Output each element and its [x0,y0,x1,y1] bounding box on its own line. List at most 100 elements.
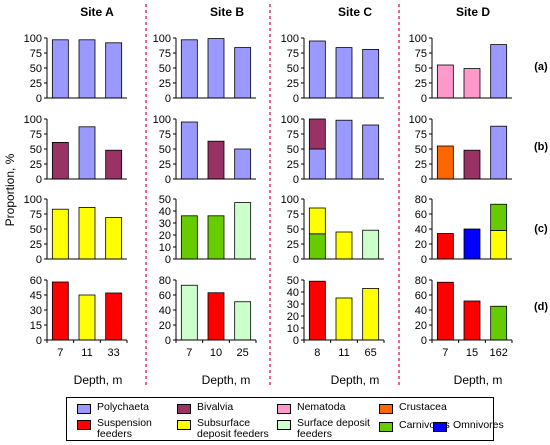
x-tick-label: 65 [365,347,377,359]
y-tick-label: 0 [421,335,427,347]
x-tick-label: 8 [314,347,320,359]
panel-site-a-row-d: 0 15 30 45 60 7 11 33 [30,275,128,359]
y-tick-label: 75 [287,129,299,141]
panel-site-b-row-a: 0 25 50 75 100 [153,33,256,105]
y-tick-label: 0 [165,174,171,186]
y-tick-label: 50 [159,194,171,206]
bar-subsurface-deposit-feeders [78,206,96,260]
y-tick-label: 40 [415,305,427,317]
y-tick-label: 25 [30,239,42,251]
y-tick-label: 25 [415,159,427,171]
y-tick-label: 0 [165,93,171,105]
y-tick-label: 50 [287,275,299,287]
y-tick-label: 0 [421,254,427,266]
y-tick-label: 80 [159,275,171,287]
y-tick-label: 50 [287,224,299,236]
site-title-b: Site B [210,5,244,19]
site-title-c: Site C [338,5,372,19]
bar-surface-deposit-feeders [180,284,198,341]
y-tick-label: 30 [287,299,299,311]
legend-label: Carnivores [399,419,450,431]
y-tick-label: 75 [415,129,427,141]
x-tick-label: 11 [338,347,349,359]
x-axis-labels: Depth, m Depth, m Depth, m Depth, m [74,373,503,387]
x-axis-label-b: Depth, m [202,373,251,387]
panel-site-d-row-d: 0 20 40 60 80 7 15 162 [415,275,513,359]
y-tick-label: 40 [287,287,299,299]
bar-suspension-feeders [308,280,326,341]
bar-suspension-feeders [207,292,225,341]
y-tick-label: 75 [30,129,42,141]
site-titles: Site A Site B Site C Site D [80,5,490,19]
row-label-c: (c) [534,223,548,235]
bar-surface-deposit-feeders [234,301,252,341]
site-title-a: Site A [80,5,114,19]
site-separators [145,4,400,388]
bar-polychaeta [78,126,96,180]
bar-bivalvia [207,140,225,180]
x-axis-label-c: Depth, m [331,373,380,387]
y-tick-label: 100 [281,33,299,45]
y-axis-label: Proportion, % [3,153,17,226]
y-tick-label: 25 [30,159,42,171]
y-tick-label: 20 [159,320,171,332]
y-tick-label: 30 [159,218,171,230]
y-tick-label: 100 [153,114,171,126]
y-tick-label: 75 [159,129,171,141]
legend-label: Suspension feeders [97,417,152,440]
y-tick-label: 50 [415,144,427,156]
legend-label: Nematoda [297,401,346,413]
bar-polychaeta [180,121,198,180]
y-tick-label: 25 [159,159,171,171]
panel-site-d-row-b: 0 25 50 75 100 [409,114,512,186]
y-tick-label: 60 [159,290,171,302]
y-tick-label: 75 [159,48,171,60]
y-tick-label: 100 [281,114,299,126]
legend-label: Subsurface deposit feeders [197,417,269,440]
y-tick-label: 100 [24,33,42,45]
bar-polychaeta [180,39,198,99]
bar-polychaeta [490,125,508,180]
y-tick-label: 50 [159,144,171,156]
bar-omnivores [463,228,481,260]
x-tick-label: 11 [81,347,92,359]
bar-subsurface-deposit-feeders [335,297,353,341]
y-tick-label: 60 [415,290,427,302]
bar-carnivores [490,203,508,231]
y-tick-label: 25 [30,78,42,90]
bar-subsurface-deposit-feeders [362,287,380,341]
bar-polychaeta [234,148,252,180]
y-tick-label: 45 [30,290,42,302]
legend-swatch [277,420,291,430]
y-tick-label: 75 [30,48,42,60]
y-tick-label: 20 [415,239,427,251]
row-labels: (a) (b) (c) (d) [534,61,548,313]
y-tick-label: 0 [36,254,42,266]
bar-polychaeta [51,39,69,99]
x-tick-label: 25 [237,347,249,359]
legend-swatch [77,420,91,430]
legend: Polychaeta Bivalvia Nematoda Crustacea S… [66,397,504,441]
panel-site-c-row-a: 0 25 50 75 100 [281,33,384,105]
x-tick-label: 7 [442,347,448,359]
legend-label: Omnivores [453,419,504,431]
chart-panels: 0255075100025507510002550751000255075100… [24,33,513,359]
bar-bivalvia [51,141,69,180]
y-tick-label: 0 [165,335,171,347]
panel-site-d-row-a: 0 25 50 75 100 [409,33,512,105]
y-tick-label: 50 [415,63,427,75]
legend-swatch [177,420,191,430]
bar-polychaeta [335,119,353,180]
y-tick-label: 0 [293,335,299,347]
x-tick-label: 10 [210,347,222,359]
y-tick-label: 75 [287,48,299,60]
bar-bivalvia [105,149,123,180]
y-tick-label: 0 [421,93,427,105]
y-tick-label: 20 [287,311,299,323]
y-tick-label: 80 [415,275,427,287]
bar-subsurface-deposit-feeders [335,231,353,260]
legend-swatch [277,404,291,414]
bar-carnivores [207,215,225,260]
y-tick-label: 40 [159,305,171,317]
